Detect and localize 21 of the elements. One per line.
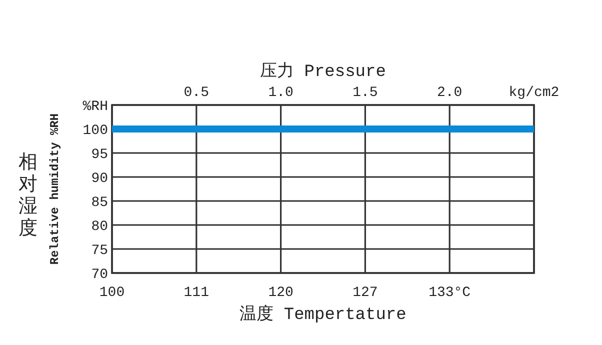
x-tick-label: 127 bbox=[352, 285, 378, 301]
y-tick-label: 95 bbox=[91, 147, 108, 163]
y-tick-label: %RH bbox=[82, 99, 108, 115]
y-tick-label: 70 bbox=[91, 267, 108, 283]
x-tick-label: 120 bbox=[268, 285, 294, 301]
y-tick-label: 80 bbox=[91, 219, 108, 235]
x-axis-title: 温度 Tempertature bbox=[240, 304, 406, 325]
x-tick-label: 133°C bbox=[428, 285, 471, 301]
y-tick-label: 100 bbox=[82, 123, 108, 139]
x2-tick-label: kg/cm2 bbox=[508, 85, 560, 101]
y-tick-label: 75 bbox=[91, 243, 108, 259]
x-tick-label: 111 bbox=[184, 285, 210, 301]
x2-tick-label: 2.0 bbox=[436, 85, 462, 101]
text: Relative humidity %RH bbox=[48, 113, 62, 265]
y-tick-label: 85 bbox=[91, 195, 108, 211]
y-tick-label: 90 bbox=[91, 171, 108, 187]
y-axis-title: 相对湿度 bbox=[18, 152, 38, 240]
x2-tick-label: 0.5 bbox=[184, 85, 210, 101]
x2-axis-title: 压力 Pressure bbox=[260, 62, 386, 82]
x2-tick-label: 1.0 bbox=[268, 85, 294, 101]
x2-tick-label: 1.5 bbox=[352, 85, 378, 101]
